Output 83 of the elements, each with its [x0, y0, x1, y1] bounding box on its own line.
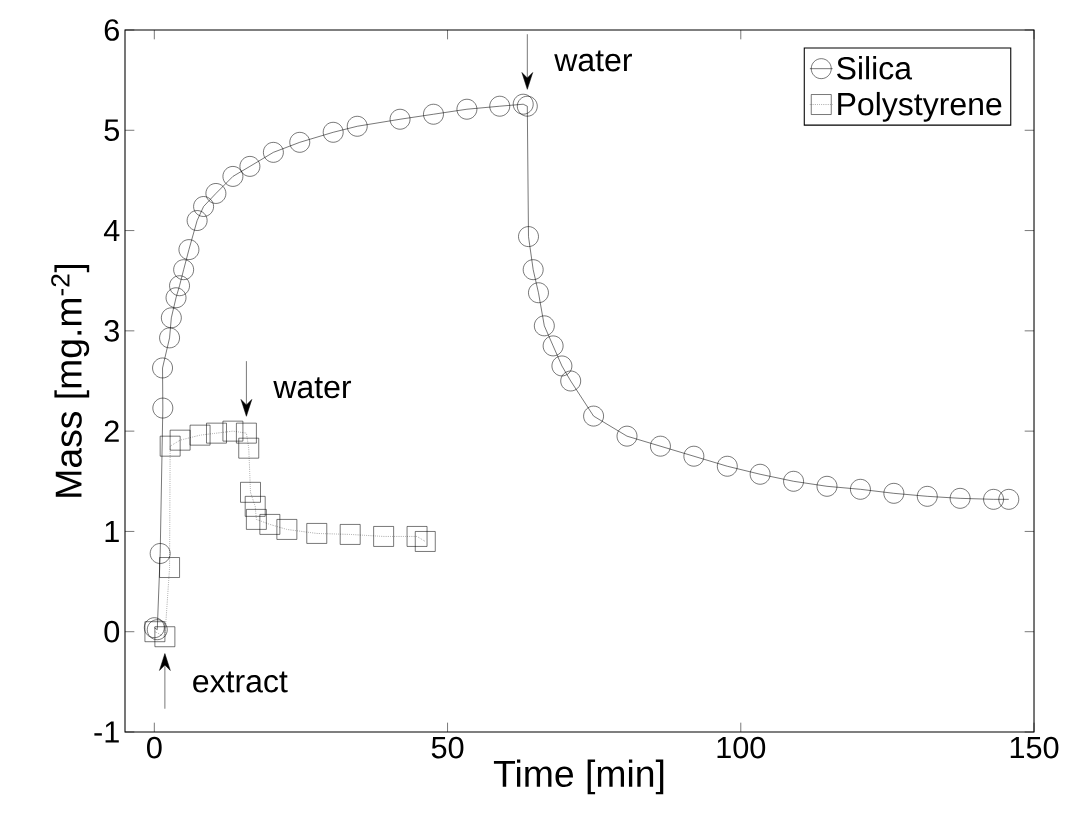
point: [650, 435, 671, 457]
y-tick-label: 6: [104, 19, 119, 41]
point: [517, 95, 538, 117]
point: [149, 543, 171, 564]
point: [246, 509, 267, 530]
y-tick-label: 3: [104, 320, 119, 342]
point: [222, 166, 244, 187]
point: [983, 489, 1004, 510]
point: [259, 514, 281, 535]
point: [489, 95, 511, 117]
y-axis-title: Mass [mg.m$^{-2}$]: [51, 264, 90, 497]
point: [263, 142, 284, 163]
point: [583, 405, 604, 427]
point: [522, 259, 544, 280]
point: [749, 463, 771, 485]
point: [205, 183, 227, 204]
point: [169, 275, 190, 296]
point: [238, 437, 260, 459]
point: [346, 116, 368, 137]
point: [616, 425, 638, 447]
point: [949, 488, 971, 509]
y-tick-label: -1: [94, 721, 119, 743]
point: [289, 132, 311, 153]
y-tick-label: 2: [104, 420, 119, 442]
point: [528, 282, 549, 304]
point: [683, 445, 705, 467]
point: [423, 103, 444, 125]
point: [173, 259, 194, 280]
x-tick-label: 150: [1010, 736, 1059, 759]
point: [534, 315, 555, 337]
point: [169, 429, 191, 451]
y-tick-label: 1: [105, 520, 119, 542]
point: [165, 287, 187, 309]
annotation: extract: [193, 671, 288, 693]
point: [178, 239, 200, 260]
x-tick-label: 50: [431, 736, 464, 759]
point: [415, 531, 436, 552]
point: [551, 355, 573, 377]
x-tick-label: 0: [146, 736, 162, 759]
point: [276, 519, 298, 540]
point: [373, 526, 394, 547]
point: [239, 156, 261, 177]
point: [998, 489, 1020, 510]
point: [159, 435, 181, 457]
legend-label: Polystyrene: [838, 91, 1002, 122]
point: [306, 523, 328, 544]
point: [518, 226, 539, 247]
point: [542, 335, 564, 357]
point: [154, 626, 176, 647]
x-axis-title: Time [min]: [493, 759, 664, 795]
point: [512, 93, 534, 115]
legend-label: Silica: [837, 56, 913, 80]
annotation: water: [273, 377, 352, 399]
point: [240, 482, 261, 503]
point: [850, 479, 871, 500]
point: [186, 210, 208, 231]
point: [456, 98, 478, 120]
point: [161, 307, 182, 329]
point: [152, 357, 173, 379]
point: [159, 557, 180, 578]
point: [883, 483, 905, 504]
point: [389, 108, 411, 130]
point: [339, 524, 361, 545]
annotation: water: [554, 50, 632, 72]
point: [189, 424, 211, 446]
point: [816, 476, 838, 497]
point: [322, 122, 344, 143]
point: [244, 496, 266, 517]
point: [236, 422, 257, 444]
point: [222, 420, 244, 442]
point: [406, 526, 428, 547]
y-tick-label: 4: [103, 220, 120, 242]
point: [206, 422, 227, 444]
point: [917, 486, 938, 507]
y-tick-label: 0: [104, 620, 120, 643]
point: [783, 471, 804, 492]
x-tick-label: 100: [717, 736, 766, 759]
point: [560, 370, 581, 392]
y-tick-label: 5: [104, 119, 119, 141]
point: [717, 455, 738, 477]
point: [152, 397, 174, 419]
point: [159, 327, 180, 349]
point: [193, 196, 214, 217]
